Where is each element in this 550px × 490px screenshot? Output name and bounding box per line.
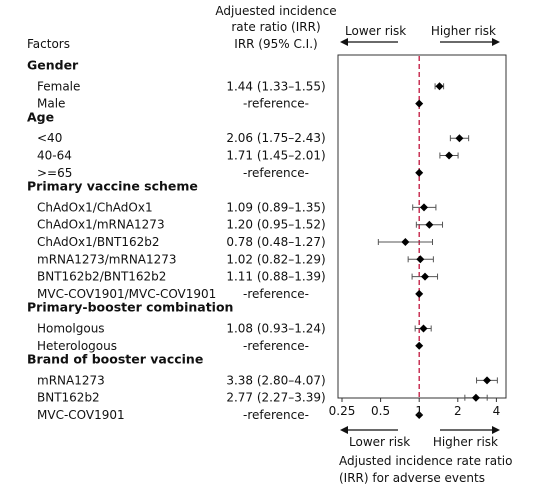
row-irr-text: 1.44 (1.33–1.55) [226, 79, 325, 93]
header-irr-col: IRR (95% C.I.) [234, 37, 317, 51]
row-label: Female [37, 79, 80, 93]
row-label: BNT162b2 [37, 391, 100, 405]
bottom-left-arrowhead [340, 426, 348, 434]
irr-point [471, 393, 480, 402]
row-label: >=65 [37, 166, 72, 180]
row-irr-text: -reference- [243, 287, 309, 301]
header-factors: Factors [27, 37, 70, 51]
row-label: ChAdOx1/mRNA1273 [37, 218, 165, 232]
row-irr-text: 3.38 (2.80–4.07) [226, 373, 325, 387]
row-irr-text: 1.71 (1.45–2.01) [226, 149, 325, 163]
group-label: Gender [27, 58, 79, 73]
header-irr-title-1: Adjuested incidence [215, 4, 336, 18]
plot-frame [337, 54, 507, 399]
x-tick-label: 2 [454, 404, 462, 418]
group-label: Brand of booster vaccine [27, 352, 203, 367]
irr-point [415, 411, 424, 419]
row-irr-text: 2.77 (2.27–3.39) [226, 391, 325, 405]
row-irr-text: 1.09 (0.89–1.35) [226, 200, 325, 214]
x-tick-label: 0.25 [329, 404, 356, 418]
row-label: <40 [37, 131, 62, 145]
row-irr-text: 1.11 (0.88–1.39) [226, 270, 325, 284]
bottom-higher-risk-label: Higher risk [433, 435, 498, 449]
irr-point [419, 324, 428, 333]
irr-point [425, 220, 434, 229]
row-irr-text: -reference- [243, 166, 309, 180]
x-axis-label-1: Adjusted incidence rate ratio [339, 454, 512, 468]
row-irr-text: 2.06 (1.75–2.43) [226, 131, 325, 145]
x-axis: 0.25 0.5 1 2 4 [329, 398, 501, 418]
top-left-arrowhead [340, 38, 348, 46]
irr-point [401, 238, 410, 246]
row-irr-text: -reference- [243, 408, 309, 422]
irr-point [415, 99, 424, 108]
row-irr-text: 1.20 (0.95–1.52) [226, 218, 325, 232]
marks-group [377, 56, 498, 419]
row-label: 40-64 [37, 149, 72, 163]
row-irr-text: 1.08 (0.93–1.24) [226, 322, 325, 336]
bottom-lower-risk-label: Lower risk [349, 435, 410, 449]
top-right-arrowhead [492, 38, 500, 46]
irr-point [419, 203, 428, 212]
irr-point [445, 151, 454, 160]
row-irr-text: -reference- [243, 339, 309, 353]
row-label: mRNA1273/mRNA1273 [37, 252, 177, 266]
irr-point [415, 168, 424, 177]
irr-point [415, 341, 424, 350]
bottom-right-arrowhead [492, 426, 500, 434]
irr-point [421, 272, 430, 281]
row-label: MVC-COV1901/MVC-COV1901 [37, 287, 216, 301]
irr-point [455, 134, 464, 143]
top-arrows: Lower risk Higher risk [340, 24, 500, 46]
top-higher-risk-label: Higher risk [431, 24, 496, 38]
row-label: BNT162b2/BNT162b2 [37, 270, 166, 284]
group-label: Primary-booster combination [27, 300, 233, 315]
x-tick-label: 1 [415, 404, 423, 418]
x-tick-label: 0.5 [371, 404, 390, 418]
irr-point [416, 255, 425, 264]
row-label: MVC-COV1901 [37, 408, 125, 422]
row-label: Male [37, 97, 65, 111]
row-label: ChAdOx1/ChAdOx1 [37, 200, 153, 214]
row-irr-text: 1.02 (0.82–1.29) [226, 252, 325, 266]
group-label: Primary vaccine scheme [27, 179, 198, 194]
row-label: Heterologous [37, 339, 117, 353]
group-label: Age [27, 109, 54, 124]
bottom-arrows: Lower risk Higher risk [340, 426, 500, 449]
row-label: ChAdOx1/BNT162b2 [37, 235, 160, 249]
header-irr-title-2: rate ratio (IRR) [231, 20, 320, 34]
row-irr-text: 0.78 (0.48–1.27) [226, 235, 325, 249]
row-label: Homolgous [37, 322, 105, 336]
x-axis-label-2: (IRR) for adverse events [339, 471, 485, 485]
irr-point [435, 82, 444, 91]
rows-group: Gender Female 1.44 (1.33–1.55) Male -referen… [27, 58, 326, 423]
x-tick-label: 4 [493, 404, 501, 418]
top-lower-risk-label: Lower risk [345, 24, 406, 38]
irr-point [483, 376, 492, 385]
row-label: mRNA1273 [37, 373, 105, 387]
irr-point [415, 289, 424, 298]
row-irr-text: -reference- [243, 97, 309, 111]
